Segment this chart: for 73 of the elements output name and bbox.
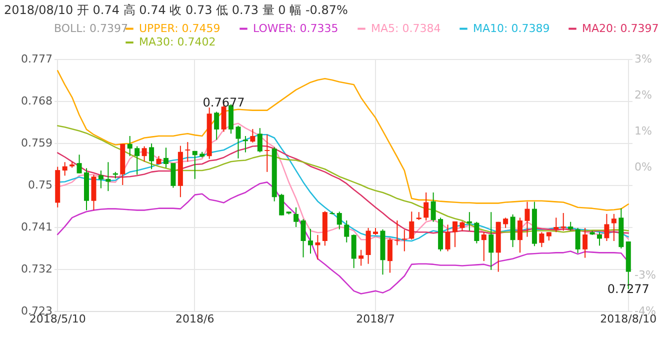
legend-label: MA10: 0.7389 — [473, 22, 550, 35]
candlestick — [185, 142, 190, 162]
candlestick — [452, 220, 458, 248]
x-tick-label: 2018/7 — [356, 312, 395, 326]
candlestick — [163, 147, 168, 168]
candlestick — [394, 220, 400, 246]
y-tick-label: 0.777 — [21, 52, 52, 66]
y-tick-label: 0.741 — [21, 220, 52, 234]
candlestick — [596, 232, 602, 246]
y2-tick-label: 2% — [634, 88, 652, 102]
candlestick — [336, 211, 342, 230]
candlestick — [424, 192, 429, 221]
legend-label: LOWER: 0.7335 — [253, 22, 338, 35]
candlestick — [62, 162, 68, 176]
candlestick — [604, 213, 610, 242]
y2-tick-label: 0% — [634, 160, 652, 174]
text: BOLL: 0.7397 — [54, 22, 128, 35]
legend-label: MA5: 0.7384 — [371, 22, 441, 35]
candlestick — [460, 220, 465, 232]
y-tick-label: 0.75 — [28, 178, 52, 192]
candlestick — [560, 212, 566, 232]
candlestick — [481, 232, 486, 262]
candlestick — [294, 206, 299, 228]
candlestick — [474, 221, 480, 244]
candlestick — [402, 229, 407, 252]
candlestick — [430, 192, 436, 222]
candlestick — [445, 224, 450, 252]
y2-tick-label: 3% — [634, 52, 652, 66]
annotation: 0.7677 — [202, 95, 245, 110]
candlestick — [409, 211, 414, 240]
candlestick — [351, 234, 356, 269]
legend-label: MA20: 0.7397 — [582, 22, 659, 35]
candlestick — [300, 218, 306, 258]
candlestick — [192, 150, 198, 180]
candlestick — [503, 217, 508, 228]
candlestick — [236, 125, 241, 159]
candlestick — [142, 146, 147, 162]
chart-title: 2018/08/10 开 0.74 高 0.74 收 0.73 低 0.73 量 0 幅 -0.87% — [4, 3, 348, 17]
candlestick — [466, 212, 472, 232]
candlestick — [575, 227, 580, 254]
candlestick — [308, 228, 313, 254]
y-tick-label: 0.732 — [21, 262, 52, 276]
candlestick — [279, 193, 284, 216]
candlestick — [554, 217, 559, 233]
x-tick-label: 2018/6 — [176, 312, 214, 326]
candlestick — [257, 128, 262, 153]
candlestick — [344, 220, 350, 243]
legend-label: MA30: 0.7402 — [139, 36, 216, 48]
y2-tick-label: 1% — [634, 124, 652, 138]
candlestick — [170, 162, 176, 188]
candlestick — [539, 232, 544, 248]
candlestick — [242, 136, 248, 153]
y2-tick-label: -3% — [634, 268, 656, 282]
candlestick — [264, 134, 270, 172]
legend-label: UPPER: 0.7459 — [139, 22, 220, 35]
candlestick — [98, 170, 104, 189]
candlestick — [127, 136, 132, 157]
annotation: 0.7277 — [607, 282, 650, 296]
candlestick — [510, 214, 516, 248]
candlestick — [524, 201, 530, 238]
candlestick — [611, 213, 616, 242]
candlestick — [518, 217, 523, 254]
candlestick — [387, 238, 392, 274]
candlestick — [582, 227, 588, 258]
candlestick — [250, 128, 256, 144]
candlestick — [76, 154, 82, 174]
candlestick — [488, 212, 494, 270]
candlestick — [149, 142, 154, 170]
y-tick-label: 0.768 — [21, 94, 52, 108]
candlestick — [134, 146, 140, 176]
candlestick — [214, 111, 220, 140]
candlestick — [358, 249, 364, 266]
y-tick-label: 0.759 — [21, 136, 52, 150]
